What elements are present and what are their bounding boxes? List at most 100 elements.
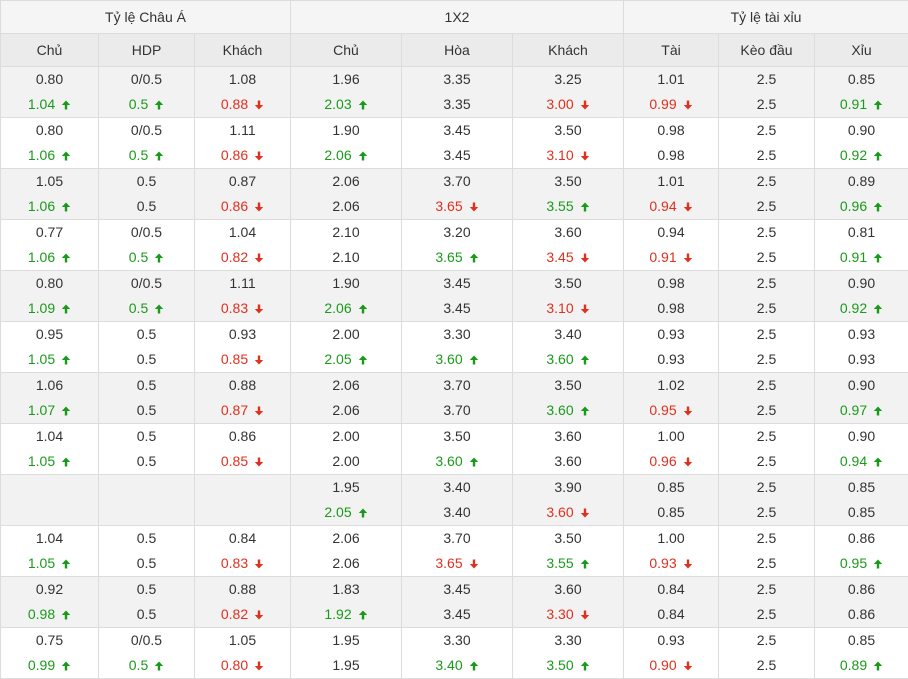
arrow-up-icon xyxy=(61,253,71,263)
live-odds: 0.88 xyxy=(195,92,290,117)
odds-value: 3.60 xyxy=(554,453,581,469)
odds-value: 0.84 xyxy=(657,581,684,597)
live-odds: 3.30 xyxy=(513,602,623,627)
live-odds: 2.5 xyxy=(719,398,814,423)
initial-odds: 1.04 xyxy=(1,424,98,449)
odds-value: 0.98 xyxy=(657,275,684,291)
odds-value: 1.05 xyxy=(36,173,63,189)
odds-value: 2.00 xyxy=(332,326,359,342)
odds-value: 0.93 xyxy=(229,326,256,342)
odds-value: 1.05 xyxy=(28,351,55,367)
odds-value: 1.90 xyxy=(332,122,359,138)
arrow-up-icon xyxy=(358,355,368,365)
arrow-up-icon xyxy=(580,406,590,416)
live-odds: 3.40 xyxy=(402,500,512,525)
initial-odds: 0.85 xyxy=(624,475,718,500)
arrow-up-icon xyxy=(873,151,883,161)
initial-odds: 0.90 xyxy=(815,424,908,449)
live-odds: 0.5 xyxy=(99,92,194,117)
live-odds: 0.93 xyxy=(624,551,718,576)
live-odds: 0.94 xyxy=(815,449,908,474)
odds-value: 0.91 xyxy=(840,96,867,112)
live-odds: 2.5 xyxy=(719,92,814,117)
initial-odds: 0.90 xyxy=(815,118,908,143)
initial-odds: 2.06 xyxy=(291,373,401,398)
group-header-over-under: Tỷ lệ tài xỉu xyxy=(624,1,908,34)
col-header-asian-home: Chủ xyxy=(1,34,99,67)
odds-value: 2.5 xyxy=(757,453,776,469)
odds-value: 2.06 xyxy=(332,402,359,418)
initial-odds: 1.11 xyxy=(195,271,290,296)
initial-odds: 2.5 xyxy=(719,424,814,449)
odds-value: 0.95 xyxy=(840,555,867,571)
odds-value: 1.06 xyxy=(36,377,63,393)
odds-value: 3.90 xyxy=(554,479,581,495)
live-odds: 0.97 xyxy=(815,398,908,423)
odds-value: 0/0.5 xyxy=(131,71,162,87)
odds-value: 0.98 xyxy=(28,606,55,622)
initial-odds: 0.93 xyxy=(624,628,718,653)
odds-value: 3.45 xyxy=(443,300,470,316)
live-odds: 2.5 xyxy=(719,500,814,525)
initial-odds: 0.88 xyxy=(195,373,290,398)
odds-value: 0.85 xyxy=(221,351,248,367)
live-odds: 0.91 xyxy=(815,92,908,117)
odds-cell-over: 0.98 0.98 xyxy=(624,271,719,322)
live-odds: 0.91 xyxy=(815,245,908,270)
live-odds: 1.05 xyxy=(1,449,98,474)
initial-odds: 3.50 xyxy=(513,526,623,551)
live-odds: 0.84 xyxy=(624,602,718,627)
initial-odds: 1.05 xyxy=(195,628,290,653)
live-odds: 0.99 xyxy=(1,653,98,678)
arrow-down-icon xyxy=(683,559,693,569)
odds-value: 2.5 xyxy=(757,71,776,87)
odds-value: 2.5 xyxy=(757,479,776,495)
live-odds: 0.5 xyxy=(99,194,194,219)
arrow-up-icon xyxy=(154,151,164,161)
odds-value: 1.04 xyxy=(36,428,63,444)
odds-value: 0.93 xyxy=(657,326,684,342)
live-odds: 0.87 xyxy=(195,398,290,423)
initial-odds: 0.5 xyxy=(99,169,194,194)
live-odds: 3.60 xyxy=(513,398,623,423)
odds-value: 0.98 xyxy=(657,300,684,316)
live-odds: 2.00 xyxy=(291,449,401,474)
odds-value: 2.5 xyxy=(757,173,776,189)
odds-value: 0.93 xyxy=(848,326,875,342)
live-odds: 0.5 xyxy=(99,449,194,474)
odds-value: 2.5 xyxy=(757,632,776,648)
odds-value: 0.82 xyxy=(221,606,248,622)
initial-odds: 3.60 xyxy=(513,577,623,602)
odds-value: 0.86 xyxy=(229,428,256,444)
odds-value: 2.10 xyxy=(332,224,359,240)
initial-odds: 2.5 xyxy=(719,220,814,245)
odds-value: 3.40 xyxy=(443,504,470,520)
odds-value: 0.80 xyxy=(36,275,63,291)
odds-value: 3.60 xyxy=(554,428,581,444)
odds-value: 1.11 xyxy=(229,275,255,291)
odds-value: 0/0.5 xyxy=(131,275,162,291)
